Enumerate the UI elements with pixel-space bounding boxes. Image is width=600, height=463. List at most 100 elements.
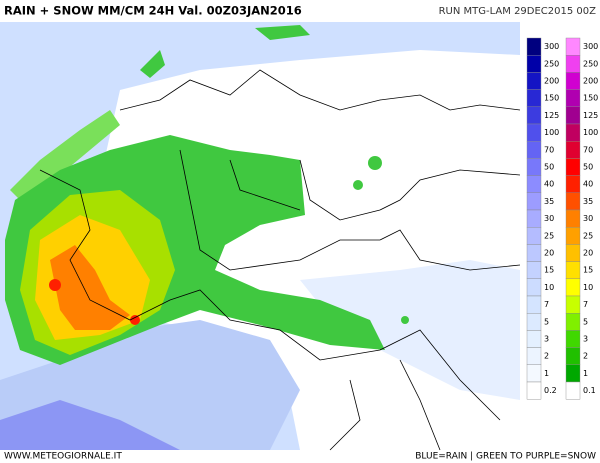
rain-legend-label: 35	[544, 197, 554, 206]
snow-legend-cell	[565, 158, 581, 176]
snow-legend-label: 1	[583, 369, 588, 378]
rain-legend-cell	[526, 381, 542, 400]
rain-legend-label: 5	[544, 317, 549, 326]
rain-legend-cell	[526, 278, 542, 297]
border-line	[179, 149, 521, 271]
snow-legend-cell	[565, 295, 581, 314]
snow-legend-cell	[565, 55, 581, 73]
rain-legend-label: 200	[544, 77, 559, 86]
snow-legend-label: 10	[583, 283, 593, 292]
rain-legend-cell	[526, 89, 542, 107]
rain-legend-label: 10	[544, 283, 554, 292]
snow-legend-cell	[565, 330, 581, 348]
snow-legend-label: 100	[583, 128, 598, 137]
snow-spot	[140, 50, 165, 78]
rain-legend-label: 25	[544, 231, 554, 240]
site-credit: WWW.METEOGIORNALE.IT	[4, 452, 122, 462]
rain-legend-label: 250	[544, 59, 559, 68]
border-line	[119, 69, 521, 111]
snow-legend-cell	[565, 261, 581, 280]
rain-legend-label: 0.2	[544, 386, 557, 395]
snow-legend-cell	[565, 347, 581, 366]
rain-legend-label: 20	[544, 249, 554, 258]
snow-legend-label: 125	[583, 111, 598, 120]
snow-legend-cell	[565, 106, 581, 125]
snow-legend-cell	[565, 278, 581, 297]
snow-legend-label: 3	[583, 335, 588, 344]
legend-note: BLUE=RAIN | GREEN TO PURPLE=SNOW	[415, 452, 596, 462]
border-line	[299, 159, 521, 221]
rain-legend-cell	[526, 347, 542, 366]
snow-legend-cell	[565, 226, 581, 245]
snow-legend-label: 200	[583, 77, 598, 86]
snow-legend-cell	[565, 89, 581, 107]
snow-legend-label: 5	[583, 317, 588, 326]
rain-legend-cell	[526, 261, 542, 280]
snow-legend-cell	[565, 140, 581, 159]
rain-legend-cell	[526, 37, 542, 56]
snow-legend-label: 300	[583, 42, 598, 51]
rain-legend-cell	[526, 55, 542, 73]
snow-legend-cell	[565, 364, 581, 383]
snow-spot	[401, 316, 409, 324]
snow-legend-cell	[565, 244, 581, 262]
map-title: RAIN + SNOW MM/CM 24H Val. 00Z03JAN2016	[4, 4, 302, 18]
rain-legend-cell	[526, 192, 542, 211]
snow-legend-label: 20	[583, 249, 593, 258]
snow-legend-label: 50	[583, 163, 593, 172]
snow-legend-label: 40	[583, 180, 593, 189]
rain-legend-cell	[526, 72, 542, 90]
snow-peak	[49, 279, 61, 291]
rain-legend-label: 70	[544, 145, 554, 154]
rain-legend-cell	[526, 106, 542, 125]
snow-legend-cell	[565, 37, 581, 56]
rain-legend-label: 150	[544, 94, 559, 103]
rain-legend-label: 2	[544, 352, 549, 361]
snow-spot	[255, 25, 310, 40]
snow-peak	[130, 315, 140, 325]
rain-legend-cell	[526, 295, 542, 314]
rain-legend-label: 1	[544, 369, 549, 378]
rain-legend-cell	[526, 330, 542, 348]
border-line	[229, 159, 301, 211]
rain-light	[300, 260, 520, 400]
rain-legend-cell	[526, 140, 542, 159]
border-line	[39, 169, 501, 421]
snow-legend-label: 0.1	[583, 386, 596, 395]
map	[0, 22, 521, 451]
rain-legend-cell	[526, 175, 542, 194]
rain-legend-label: 30	[544, 214, 554, 223]
snow-legend-label: 30	[583, 214, 593, 223]
snow-legend-label: 70	[583, 145, 593, 154]
snow-legend-label: 250	[583, 59, 598, 68]
snow-legend-label: 150	[583, 94, 598, 103]
rain-legend-label: 15	[544, 266, 554, 275]
rain-legend-cell	[526, 158, 542, 176]
rain-legend-cell	[526, 226, 542, 245]
rain-legend-cell	[526, 313, 542, 331]
rain-legend-label: 125	[544, 111, 559, 120]
snow-legend-label: 35	[583, 197, 593, 206]
rain-legend-cell	[526, 364, 542, 383]
snow-spot	[368, 156, 382, 170]
snow-strip	[10, 110, 120, 200]
rain-legend-label: 7	[544, 300, 549, 309]
snow-legend-label: 15	[583, 266, 593, 275]
rain-legend-label: 3	[544, 335, 549, 344]
snow-legend-cell	[565, 123, 581, 142]
snow-legend-label: 7	[583, 300, 588, 309]
rain-legend-label: 300	[544, 42, 559, 51]
border-line	[329, 359, 441, 451]
color-legend: 3002502001501251007050403530252015107532…	[526, 37, 598, 400]
rain-legend-label: 100	[544, 128, 559, 137]
snow-legend-cell	[565, 72, 581, 90]
rain-legend-label: 50	[544, 163, 554, 172]
rain-legend-cell	[526, 123, 542, 142]
run-info: RUN MTG-LAM 29DEC2015 00Z	[439, 6, 597, 17]
sea-rain-heavy	[0, 400, 180, 450]
snow-legend-cell	[565, 381, 581, 400]
snow-legend-cell	[565, 313, 581, 331]
snow-legend-label: 25	[583, 231, 593, 240]
snow-legend-cell	[565, 175, 581, 194]
